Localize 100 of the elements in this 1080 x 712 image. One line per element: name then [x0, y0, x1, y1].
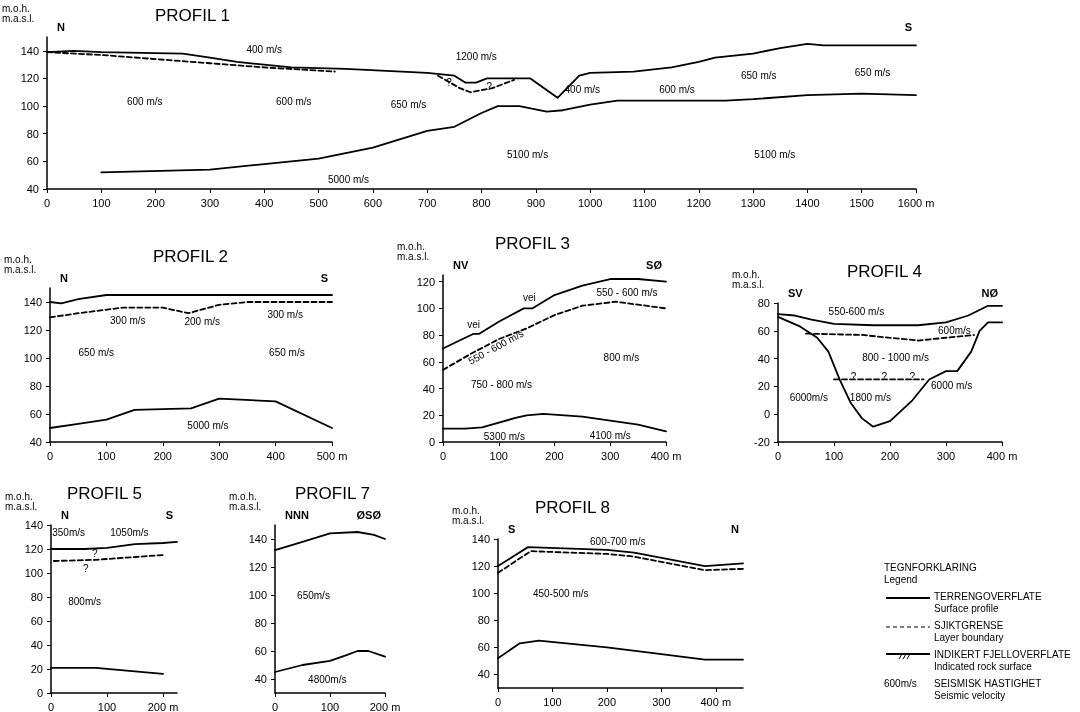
x-tick-label: 100: [489, 449, 508, 462]
annotation: 6000m/s: [789, 392, 828, 404]
annotation: 1800 m/s: [849, 392, 891, 404]
annotation: 800 m/s: [603, 352, 640, 364]
y-tick-label: 60: [477, 641, 490, 654]
x-tick-label: 1000: [577, 196, 603, 209]
chart-title: PROFIL 8: [535, 498, 610, 517]
y-tick-label: 0: [763, 408, 770, 421]
annotation: 550-600 m/s: [828, 305, 885, 317]
x-tick-label: 200: [545, 449, 564, 462]
y-tick-label: 40: [29, 436, 42, 448]
annotation: ?: [909, 371, 916, 383]
annotation: 600-700 m/s: [590, 536, 646, 548]
line-series: [100, 92, 917, 174]
y-axis-title: m.o.h. m.a.s.l.: [4, 253, 37, 275]
y-tick-label: 120: [416, 275, 435, 288]
x-tick-label: 1500: [849, 196, 874, 209]
x-tick-label: 100: [92, 196, 111, 209]
y-axis-title: m.o.h. m.a.s.l.: [397, 240, 430, 262]
y-tick-label: 80: [254, 617, 267, 629]
y-tick-label: 40: [422, 382, 435, 395]
y-axis-title: m.o.h. m.a.s.l.: [5, 490, 38, 512]
annotation: 350m/s: [52, 527, 86, 539]
y-axis-title: m.o.h. m.a.s.l.: [2, 2, 35, 24]
y-axis-title: m.o.h. m.a.s.l.: [229, 490, 262, 512]
y-tick-label: 100: [24, 567, 43, 579]
text: S: [904, 20, 912, 33]
annotation: 1050m/s: [110, 527, 149, 539]
annotation: ?: [486, 81, 493, 93]
x-tick-label: 700: [418, 196, 437, 209]
x-tick-label: 100: [543, 695, 562, 708]
annotation: vei: [523, 292, 536, 304]
annotation: 300 m/s: [110, 314, 146, 326]
y-tick-label: 40: [757, 352, 770, 365]
y-tick-label: 80: [29, 380, 42, 392]
text: Seismic velocity: [934, 690, 1007, 702]
text: Surface profile: [934, 603, 1000, 615]
annotation: 300 m/s: [267, 309, 303, 321]
y-tick-label: 40: [254, 673, 267, 685]
chart-title: PROFIL 5: [67, 484, 142, 503]
y-tick-label: 120: [24, 543, 43, 555]
annotation: 800 - 1000 m/s: [862, 351, 929, 363]
annotation: ?: [82, 562, 89, 574]
x-tick-label: 0: [43, 196, 51, 209]
x-tick-label: 300: [200, 196, 220, 209]
text: N: [60, 271, 68, 284]
x-tick-label: 900: [526, 196, 545, 209]
text: SV: [788, 286, 804, 299]
y-tick-label: 120: [248, 561, 267, 573]
text: SØ: [646, 258, 663, 271]
annotation: 600 m/s: [659, 83, 695, 95]
text: NV: [453, 258, 469, 271]
x-tick-label: 1200: [686, 196, 711, 209]
x-tick-label: 200: [146, 196, 165, 209]
y-tick-label: 120: [23, 324, 42, 336]
x-tick-label: 800: [472, 196, 491, 209]
x-tick-label: 300: [652, 695, 671, 708]
x-tick-label: 200: [880, 449, 900, 462]
text: INDIKERT FJELLOVERFLATE: [934, 649, 1071, 661]
chart-title: PROFIL 7: [295, 484, 370, 503]
annotation: 650m/s: [297, 589, 330, 601]
y-tick-label: 60: [757, 324, 770, 337]
chart-title: PROFIL 2: [153, 247, 228, 266]
y-tick-label: 0: [428, 436, 435, 448]
x-tick-label: 1300: [740, 196, 766, 209]
chart-title: PROFIL 4: [847, 262, 922, 281]
text: NØ: [981, 286, 999, 299]
annotation: 4800m/s: [308, 673, 347, 685]
text: N: [61, 508, 69, 521]
text: S: [165, 508, 173, 521]
annotation: 450-500 m/s: [532, 587, 589, 599]
text: 600m/s: [884, 678, 917, 690]
x-tick-label: 400 m: [650, 449, 682, 462]
annotation: vei: [467, 318, 481, 330]
annotation: 650 m/s: [78, 346, 115, 358]
text: ØSØ: [356, 508, 382, 521]
y-tick-label: 80: [26, 127, 39, 140]
text: N: [57, 20, 65, 33]
x-tick-label: 200: [597, 695, 617, 708]
text: Indicated rock surface: [934, 661, 1033, 673]
y-tick-label: 100: [248, 589, 267, 601]
annotation: ?: [446, 77, 453, 89]
text: S: [508, 522, 516, 535]
x-tick-label: 0: [774, 449, 782, 462]
y-tick-label: 140: [248, 533, 267, 545]
x-tick-label: 1400: [795, 196, 820, 209]
y-tick-label: 60: [29, 408, 42, 420]
annotation: 550 - 600 m/s: [596, 286, 658, 298]
x-tick-label: 1100: [632, 196, 657, 209]
y-tick-label: 100: [20, 100, 39, 113]
y-tick-label: 140: [20, 44, 39, 57]
y-tick-label: 20: [757, 380, 770, 393]
y-tick-label: 80: [30, 591, 43, 603]
x-tick-label: 400 m: [700, 695, 732, 708]
y-tick-label: 20: [30, 663, 43, 675]
y-tick-label: 120: [20, 72, 39, 85]
y-tick-label: 40: [30, 639, 43, 651]
annotation: 5000 m/s: [187, 419, 229, 431]
text: NNN: [285, 508, 309, 521]
x-tick-label: 600: [363, 196, 383, 209]
